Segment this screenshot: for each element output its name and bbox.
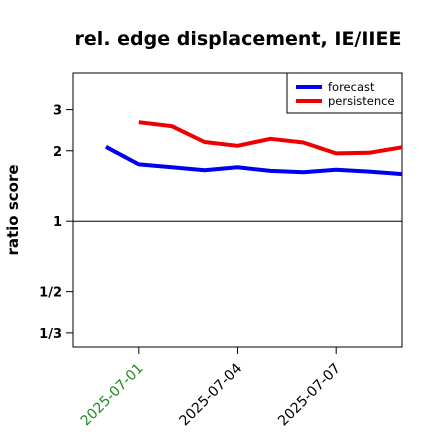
legend-forecast-label: forecast — [328, 80, 375, 94]
y-axis-ticks: 3 2 1 1/2 1/3 — [39, 104, 73, 342]
y-tick-label: 3 — [53, 104, 62, 119]
y-axis-label: ratio score — [4, 164, 22, 255]
y-tick-label: 1/2 — [39, 286, 62, 301]
series-line-forecast — [104, 145, 403, 177]
x-axis-ticks: 2025-07-01 2025-07-04 2025-07-07 — [78, 347, 344, 429]
plot-frame — [72, 72, 403, 348]
x-tick-label: 2025-07-04 — [176, 360, 245, 429]
legend-persistence-label: persistence — [328, 94, 395, 108]
chart-title: rel. edge displacement, IE/IIEE — [75, 28, 402, 50]
legend-box — [286, 72, 403, 114]
legend: forecast persistence — [286, 72, 403, 114]
y-tick-label: 2 — [53, 145, 62, 160]
x-tick-label: 2025-07-07 — [275, 361, 344, 430]
x-tick-label: 2025-07-01 — [78, 361, 147, 430]
y-tick-label: 1/3 — [39, 327, 62, 342]
series-layer — [104, 120, 403, 177]
y-tick-label: 1 — [53, 215, 62, 230]
series-line-persistence — [138, 120, 403, 156]
